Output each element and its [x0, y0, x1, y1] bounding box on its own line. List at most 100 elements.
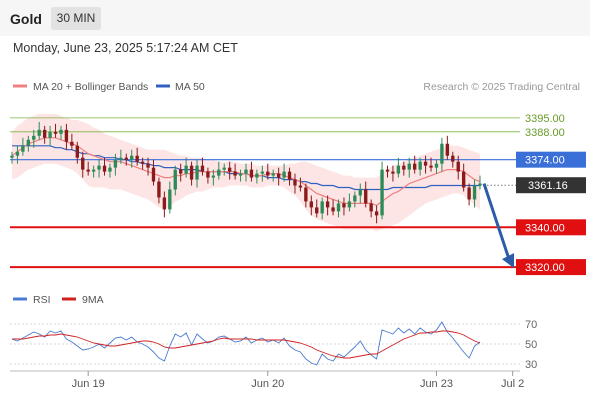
- candle-body: [358, 189, 362, 196]
- candle-body: [91, 169, 96, 172]
- candle-body: [347, 201, 352, 208]
- candle-body: [42, 129, 47, 138]
- candle-body: [108, 167, 112, 172]
- candle-body: [15, 151, 20, 156]
- candle-body: [102, 165, 107, 172]
- x-ticks-group: Jun 19 Jun 20 Jun 23 Jul 2: [72, 371, 524, 390]
- candle-body: [271, 173, 275, 176]
- candle-body: [287, 171, 292, 180]
- ma50-legend-label: MA 50: [175, 81, 205, 93]
- candle-body: [168, 189, 172, 210]
- rsi-ma-legend-label: 9MA: [82, 294, 104, 306]
- x-tick-label-3: Jul 2: [501, 378, 524, 390]
- candle-body: [391, 171, 395, 174]
- candle-body: [32, 135, 36, 140]
- candle-body: [472, 185, 477, 200]
- candle-body: [255, 173, 259, 178]
- rsi-ma-line: [12, 330, 481, 359]
- candle-body: [157, 181, 161, 198]
- level-label-2: 3374.00: [525, 155, 565, 167]
- ma20-legend-label: MA 20 + Bollinger Bands: [33, 81, 148, 93]
- candle-body: [21, 145, 25, 152]
- candle-body: [48, 131, 52, 138]
- candle-body: [184, 165, 188, 174]
- candle-body: [238, 173, 243, 176]
- level-label-1: 3388.00: [525, 127, 565, 139]
- candle-body: [86, 169, 90, 172]
- candle-body: [173, 169, 177, 190]
- level-tag-4: [516, 259, 586, 276]
- interval-button[interactable]: 30 MIN: [51, 7, 101, 30]
- rsi-panel-group: 70 50 30: [10, 319, 537, 371]
- candle-body: [451, 155, 455, 162]
- level-labels-group: 3395.00 3388.00 3374.00 3340.00 3320.00 3361.…: [516, 113, 586, 276]
- candle-body: [266, 171, 270, 176]
- candle-body: [315, 207, 319, 214]
- candle-body: [260, 171, 265, 174]
- candle-body: [26, 139, 31, 146]
- candle-body: [309, 201, 313, 208]
- candle-body: [374, 211, 379, 216]
- current-price-tag: [516, 177, 586, 194]
- credit-label: Research © 2025 Trading Central: [423, 81, 580, 93]
- candle-body: [282, 171, 286, 178]
- candle-body: [140, 161, 145, 164]
- candle-body: [353, 195, 357, 202]
- candle-body: [380, 169, 384, 216]
- candle-body: [445, 143, 450, 156]
- rsi-level-label-2: 30: [525, 359, 537, 371]
- candle-body: [276, 173, 281, 178]
- candle-body: [325, 201, 330, 208]
- level-tag-2: [516, 151, 586, 168]
- rsi-level-label-1: 50: [525, 339, 537, 351]
- candle-body: [37, 129, 41, 136]
- candle-body: [298, 185, 303, 188]
- symbol-title: Gold: [10, 11, 42, 27]
- candle-body: [423, 161, 428, 166]
- candle-body: [249, 169, 254, 178]
- candle-body: [206, 171, 210, 178]
- candle-body: [456, 161, 460, 172]
- candle-body: [402, 165, 406, 170]
- candle-body: [342, 203, 346, 208]
- candle-body: [189, 165, 194, 180]
- candle-body: [113, 159, 118, 168]
- candle-body: [53, 131, 58, 134]
- candle-body: [135, 155, 139, 162]
- candle-body: [293, 179, 297, 186]
- candle-body: [440, 143, 444, 164]
- candle-body: [64, 129, 69, 142]
- candle-body: [304, 187, 308, 202]
- candle-body: [10, 155, 14, 158]
- price-levels-group: [10, 117, 520, 269]
- candle-body: [217, 169, 221, 176]
- candle-body: [227, 167, 232, 172]
- projection-group: [482, 183, 514, 269]
- candle-body: [467, 187, 471, 200]
- candle-body: [59, 129, 63, 134]
- candle-body: [396, 165, 401, 174]
- candle-body: [461, 171, 466, 188]
- candle-body: [75, 145, 79, 158]
- candle-body: [413, 163, 417, 170]
- candle-body: [162, 197, 167, 210]
- rsi-line: [11, 321, 481, 366]
- candle-body: [385, 169, 390, 172]
- candle-body: [434, 163, 439, 168]
- candle-body: [200, 165, 205, 172]
- header-bar: Gold 30 MIN: [0, 0, 590, 36]
- candle-body: [124, 157, 128, 160]
- level-label-3: 3340.00: [525, 222, 565, 234]
- rsi-level-label-0: 70: [525, 319, 537, 331]
- candle-body: [331, 207, 335, 212]
- candle-body: [233, 171, 237, 176]
- level-label-0: 3395.00: [525, 113, 565, 125]
- level-label-4: 3320.00: [525, 262, 565, 274]
- candle-body: [195, 165, 199, 180]
- datetime-label: Monday, June 23, 2025 5:17:24 AM CET: [13, 41, 238, 55]
- candle-body: [336, 203, 341, 212]
- x-tick-label-0: Jun 19: [72, 378, 105, 390]
- candle-body: [244, 169, 248, 174]
- candle-body: [364, 189, 368, 204]
